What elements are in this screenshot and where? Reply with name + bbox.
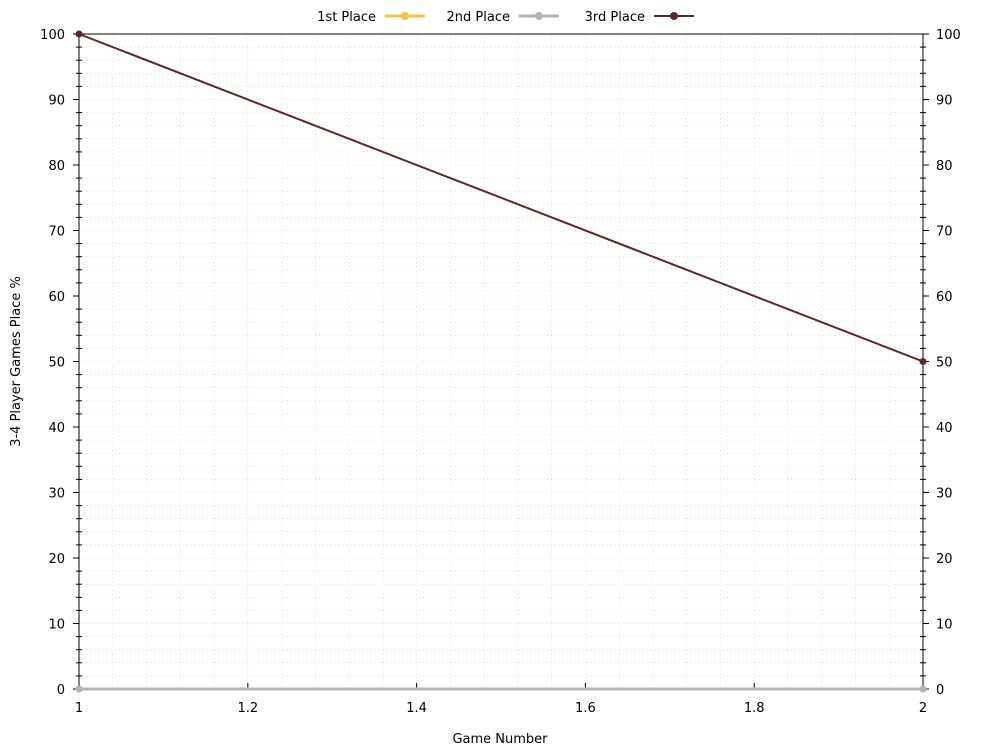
y-tick-label-right: 10 bbox=[936, 618, 953, 633]
series-line bbox=[78, 33, 924, 363]
x-tick-label: 1.8 bbox=[744, 701, 765, 716]
x-tick-label: 2 bbox=[919, 701, 927, 716]
x-axis-title: Game Number bbox=[452, 732, 548, 747]
legend-item-3rd-place: 3rd Place bbox=[585, 10, 694, 25]
legend-swatch-marker bbox=[401, 12, 409, 20]
y-tick-label: 0 bbox=[57, 683, 65, 698]
x-tick-label: 1.6 bbox=[575, 701, 596, 716]
y-tick-label-right: 50 bbox=[936, 356, 953, 371]
x-tick-label: 1 bbox=[75, 701, 83, 716]
data-point bbox=[919, 685, 927, 693]
grid bbox=[79, 34, 923, 689]
y-tick-label: 100 bbox=[40, 28, 65, 43]
y-tick-label: 80 bbox=[48, 159, 65, 174]
legend-swatch-marker bbox=[535, 12, 543, 20]
plot-frame bbox=[78, 33, 924, 690]
data-point bbox=[919, 358, 927, 365]
y-tick-label: 30 bbox=[48, 487, 65, 502]
y-tick-label-right: 40 bbox=[936, 421, 953, 436]
legend: 1st Place 2nd Place 3rd Place bbox=[317, 10, 694, 25]
y-tick-label-right: 80 bbox=[936, 159, 953, 174]
y-tick-label: 50 bbox=[48, 356, 65, 371]
series-lines bbox=[75, 30, 927, 693]
y-tick-label-right: 30 bbox=[936, 487, 953, 502]
y-tick-label: 10 bbox=[48, 618, 65, 633]
data-point bbox=[75, 30, 83, 38]
y-tick-label: 60 bbox=[48, 290, 65, 305]
data-point bbox=[75, 685, 83, 693]
y-tick-label: 70 bbox=[48, 225, 65, 240]
y-axis-title: 3-4 Player Games Place % bbox=[9, 276, 24, 447]
legend-item-2nd-place: 2nd Place bbox=[447, 10, 559, 25]
y-tick-label: 40 bbox=[48, 421, 65, 436]
y-tick-label: 90 bbox=[48, 94, 65, 109]
x-tick-label: 1.4 bbox=[406, 701, 427, 716]
y-tick-label: 20 bbox=[48, 552, 65, 567]
legend-label: 1st Place bbox=[317, 10, 376, 25]
legend-item-1st-place: 1st Place bbox=[317, 10, 425, 25]
legend-label: 2nd Place bbox=[447, 10, 510, 25]
legend-label: 3rd Place bbox=[585, 10, 645, 25]
legend-swatch-marker bbox=[670, 12, 678, 20]
y-tick-label-right: 0 bbox=[936, 683, 944, 698]
axis-ticks: 0 0 10 10 20 20 30 30 40 40 50 50 60 60 70 70 80 80 90 90 10… bbox=[40, 28, 961, 716]
y-tick-label-right: 90 bbox=[936, 94, 953, 109]
y-tick-label-right: 100 bbox=[936, 28, 961, 43]
y-tick-label-right: 60 bbox=[936, 290, 953, 305]
y-tick-label-right: 70 bbox=[936, 225, 953, 240]
x-tick-label: 1.2 bbox=[237, 701, 258, 716]
y-tick-label-right: 20 bbox=[936, 552, 953, 567]
